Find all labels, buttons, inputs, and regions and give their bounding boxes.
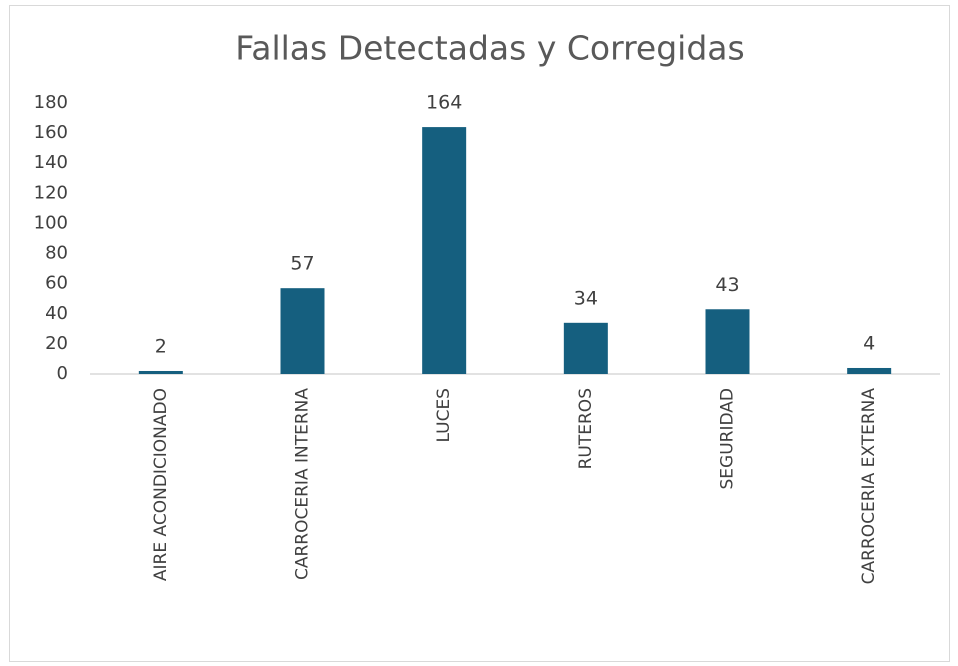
value-label: 2 [155,335,167,357]
chart-title: Fallas Detectadas y Corregidas [235,29,744,68]
x-tick-label: SEGURIDAD [718,388,738,490]
bar [847,367,892,374]
x-tick-label: LUCES [434,388,454,442]
x-tick-label: CARROCERIA EXTERNA [859,388,879,585]
x-tick-label: CARROCERIA INTERNA [293,388,313,580]
bar [138,370,183,374]
bar [563,322,608,374]
value-label: 164 [426,92,462,114]
y-tick-label: 80 [45,243,68,264]
value-label: 34 [574,287,598,309]
chart-border [9,5,950,662]
x-tick-label: RUTEROS [576,388,596,469]
y-tick-label: 0 [57,363,68,384]
value-label: 43 [715,274,739,296]
x-tick-label: AIRE ACONDICIONADO [151,388,171,581]
y-tick-label: 160 [34,122,68,143]
y-tick-label: 180 [34,92,68,113]
y-tick-label: 100 [34,212,68,233]
y-tick-label: 40 [45,303,68,324]
bar [422,127,467,374]
bar [705,309,750,374]
y-tick-label: 20 [45,333,68,354]
bar [280,288,325,374]
value-label: 57 [290,253,314,275]
value-label: 4 [863,332,875,354]
y-tick-label: 140 [34,152,68,173]
y-tick-label: 60 [45,273,68,294]
y-tick-label: 120 [34,182,68,203]
